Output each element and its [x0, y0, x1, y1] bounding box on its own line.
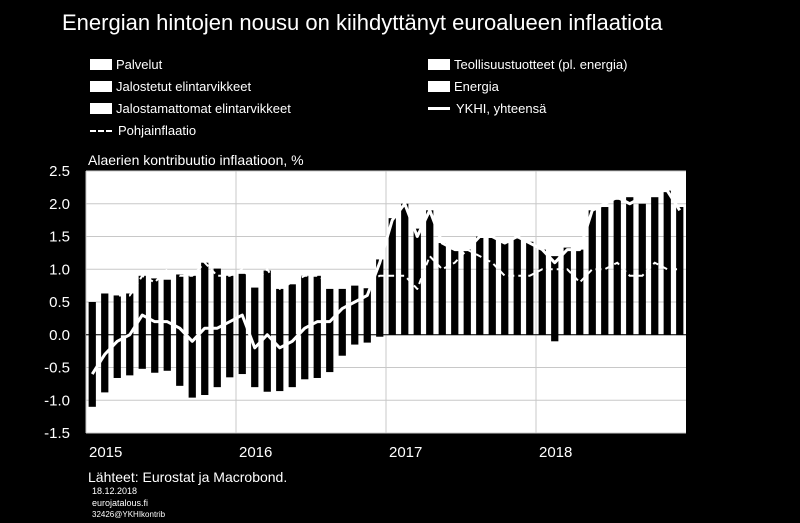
bar [363, 288, 371, 343]
bar [513, 236, 521, 335]
bar [676, 207, 684, 335]
legend-item-energy: Energia [428, 79, 499, 94]
bar [88, 302, 96, 407]
legend-swatch [90, 103, 112, 114]
legend-item-unprocessed-food: Jalostamattomat elintarvikkeet [90, 101, 291, 116]
y-tick-label: -1.5 [44, 425, 70, 442]
bar [313, 275, 321, 378]
legend-label: Energia [454, 79, 499, 94]
bar [651, 197, 659, 335]
legend-item-processed-food: Jalostetut elintarvikkeet [90, 79, 251, 94]
bar [613, 199, 621, 335]
core-inflation-line [91, 248, 680, 297]
legend-label: Jalostetut elintarvikkeet [116, 79, 252, 94]
bar [601, 207, 609, 335]
x-tick-label: 2018 [539, 444, 572, 461]
bar [563, 247, 571, 335]
bar [663, 190, 671, 335]
bar [588, 210, 596, 335]
y-tick-label: 0.5 [49, 294, 70, 311]
bar [501, 243, 509, 335]
legend-label: Jalostamattomat elintarvikkeet [116, 101, 291, 116]
chart-title: Energian hintojen nousu on kiihdyttänyt … [62, 10, 663, 35]
bar [238, 273, 246, 375]
bar [163, 279, 171, 371]
bar [401, 203, 409, 335]
y-tick-label: 1.0 [49, 261, 70, 278]
legend-label: Palvelut [116, 57, 163, 72]
x-tick-label: 2015 [89, 444, 122, 461]
bar [263, 270, 271, 392]
bar [638, 203, 646, 335]
x-tick-label: 2017 [389, 444, 422, 461]
bar [576, 249, 584, 335]
y-tick-label: 2.5 [49, 163, 70, 180]
bar [226, 275, 234, 378]
bar [438, 243, 446, 335]
bar [288, 284, 296, 388]
bar [551, 256, 559, 342]
legend-swatch [90, 59, 112, 70]
bar [101, 293, 109, 393]
y-tick-label: 0.0 [49, 327, 70, 344]
source-note: Lähteet: Eurostat ja Macrobond. [88, 469, 288, 485]
legend-label: YKHI, yhteensä [456, 101, 547, 116]
footer-code: 32426@YKHIkontrib [92, 510, 166, 519]
bar [426, 210, 434, 335]
bar [326, 288, 334, 373]
bar [413, 228, 421, 335]
legend-swatch [428, 107, 450, 110]
legend-item-services: Palvelut [90, 57, 162, 72]
y-tick-label: 1.5 [49, 229, 70, 246]
legend-swatch [90, 129, 112, 132]
bar [376, 259, 384, 337]
footer-site: eurojatalous.fi [92, 498, 149, 508]
legend-item-hicp-total: YKHI, yhteensä [428, 101, 546, 116]
legend-item-industrial-goods: Teollisuustuotteet (pl. energia) [428, 57, 627, 72]
bar [251, 287, 259, 388]
bar [138, 275, 146, 369]
bar [113, 295, 121, 378]
bar [338, 288, 346, 356]
bar [526, 241, 534, 335]
legend-label: Pohjainflaatio [118, 123, 197, 138]
bar [188, 275, 196, 398]
y-tick-label: -1.0 [44, 392, 70, 409]
footer-date: 18.12.2018 [92, 486, 138, 496]
y-tick-label: -0.5 [44, 360, 70, 377]
bar [276, 288, 284, 392]
bar [451, 249, 459, 335]
bar [351, 285, 359, 345]
bar [476, 236, 484, 335]
bar [488, 236, 496, 335]
legend-swatch [428, 59, 450, 70]
bar [626, 197, 634, 335]
bar [538, 249, 546, 335]
chart-subtitle: Alaerien kontribuutio inflaatioon, % [88, 152, 304, 168]
bar [463, 249, 471, 335]
legend-swatch [428, 81, 450, 92]
y-tick-label: 2.0 [49, 196, 70, 213]
legend-item-core-inflation: Pohjainflaatio [90, 123, 196, 138]
legend-swatch [90, 81, 112, 92]
bar [151, 278, 159, 373]
legend-label: Teollisuustuotteet (pl. energia) [454, 57, 628, 72]
hicp-total-line [90, 189, 682, 375]
x-tick-label: 2016 [239, 444, 272, 461]
